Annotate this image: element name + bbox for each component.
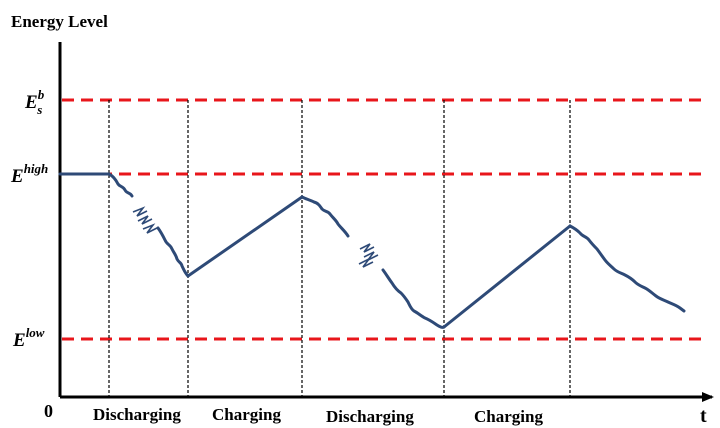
esb-superscript: b <box>38 87 45 102</box>
zigzag-icon <box>132 206 148 217</box>
phase-dividers <box>108 100 571 396</box>
energy-curve <box>58 172 686 329</box>
y-axis-title: Energy Level <box>11 12 108 31</box>
phase-label-discharging-2: Discharging <box>326 407 414 426</box>
curve-segment <box>58 172 134 198</box>
ehigh-base: E <box>10 166 24 187</box>
zigzag-icon <box>137 215 153 225</box>
esb-label: Eb s <box>24 87 45 117</box>
curve-segment <box>442 224 572 329</box>
zigzag-icon <box>359 243 375 253</box>
curve-segment <box>568 224 686 313</box>
zigzag-icon <box>358 258 374 268</box>
origin-label: 0 <box>44 401 53 421</box>
zigzag-icon <box>142 223 158 234</box>
esb-subscript: s <box>36 102 42 117</box>
curve-segment <box>186 195 304 278</box>
x-axis-label: t <box>700 405 707 427</box>
curve-segment <box>300 195 350 238</box>
curve-segment <box>156 226 190 278</box>
phase-label-charging-2: Charging <box>474 407 543 426</box>
esb-base: E <box>24 92 38 113</box>
elow-base: E <box>12 330 26 351</box>
zigzag-icons <box>132 206 379 268</box>
ehigh-superscript: high <box>24 161 49 176</box>
phase-label-discharging-1: Discharging <box>93 405 181 424</box>
ehigh-label: Ehigh <box>10 161 48 187</box>
elow-label: Elow <box>12 325 45 351</box>
zigzag-icon <box>363 251 379 261</box>
elow-superscript: low <box>26 325 45 340</box>
phase-label-charging-1: Charging <box>212 405 281 424</box>
curve-segment <box>381 268 446 329</box>
